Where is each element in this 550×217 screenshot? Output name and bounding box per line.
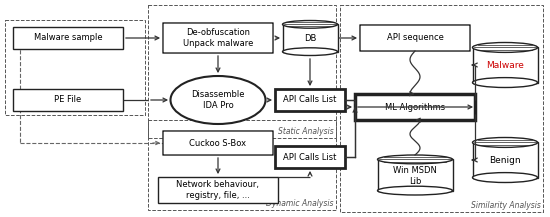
Bar bbox=[283, 24, 338, 52]
FancyBboxPatch shape bbox=[13, 27, 123, 49]
Bar bbox=[377, 159, 453, 191]
Text: Malware: Malware bbox=[486, 61, 524, 71]
Ellipse shape bbox=[472, 138, 537, 147]
Ellipse shape bbox=[472, 43, 537, 52]
Text: API sequence: API sequence bbox=[387, 33, 443, 43]
FancyBboxPatch shape bbox=[163, 23, 273, 53]
FancyBboxPatch shape bbox=[275, 146, 345, 168]
Ellipse shape bbox=[377, 186, 453, 195]
Text: Benign: Benign bbox=[489, 156, 521, 166]
Bar bbox=[472, 48, 537, 82]
Text: De-obfuscation
Unpack malware: De-obfuscation Unpack malware bbox=[183, 28, 253, 48]
Text: ML Algorithms: ML Algorithms bbox=[385, 102, 445, 112]
Text: API Calls List: API Calls List bbox=[283, 153, 337, 161]
FancyBboxPatch shape bbox=[275, 89, 345, 111]
Bar bbox=[148, 120, 336, 210]
Bar bbox=[472, 142, 537, 178]
Bar bbox=[5, 20, 145, 115]
Text: Cuckoo S-Box: Cuckoo S-Box bbox=[189, 138, 246, 148]
Text: PE File: PE File bbox=[54, 95, 81, 105]
Text: Dynamic Analysis: Dynamic Analysis bbox=[267, 199, 334, 208]
Bar bbox=[148, 5, 336, 138]
Text: Malware sample: Malware sample bbox=[34, 33, 102, 43]
Text: Disassemble
IDA Pro: Disassemble IDA Pro bbox=[191, 90, 245, 110]
Ellipse shape bbox=[377, 155, 453, 164]
FancyBboxPatch shape bbox=[158, 177, 278, 203]
Text: DB: DB bbox=[304, 34, 316, 43]
Ellipse shape bbox=[472, 173, 537, 182]
Ellipse shape bbox=[170, 76, 266, 124]
FancyBboxPatch shape bbox=[355, 94, 475, 120]
FancyBboxPatch shape bbox=[13, 89, 123, 111]
FancyBboxPatch shape bbox=[163, 131, 273, 155]
Text: Network behaviour,
registry, file, ...: Network behaviour, registry, file, ... bbox=[177, 180, 260, 200]
Text: API Calls List: API Calls List bbox=[283, 95, 337, 105]
Ellipse shape bbox=[472, 78, 537, 87]
Ellipse shape bbox=[283, 48, 338, 56]
Bar bbox=[340, 5, 543, 212]
FancyBboxPatch shape bbox=[360, 25, 470, 51]
Text: Static Analysis: Static Analysis bbox=[278, 127, 334, 136]
Text: Win MSDN
Lib: Win MSDN Lib bbox=[393, 166, 437, 186]
Text: Similarity Analysis: Similarity Analysis bbox=[471, 201, 541, 210]
Ellipse shape bbox=[283, 20, 338, 28]
